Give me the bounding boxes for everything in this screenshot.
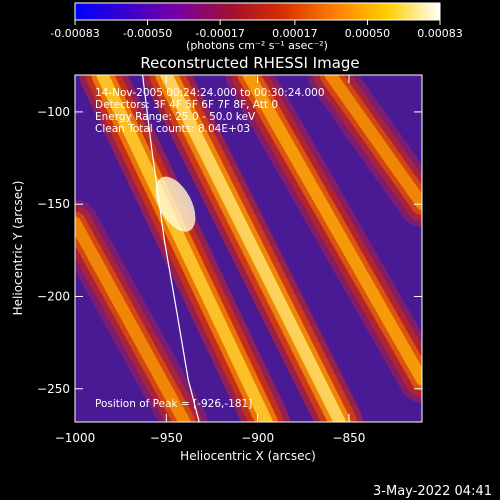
annotation-time-range: 14-Nov-2005 00:24:24.000 to 00:30:24.000 [95,87,325,99]
y-tick-label: −100 [37,105,70,119]
observation-annotations: 14-Nov-2005 00:24:24.000 to 00:30:24.000… [95,87,325,135]
colorbar-ticks: -0.00083 -0.00050 -0.00017 0.00017 0.00050 0.… [50,20,463,40]
plot-area: −1000 −950 −900 −850 −100 −150 −200 −250 [37,74,423,445]
colorbar: -0.00083 -0.00050 -0.00017 0.00017 0.00050 0.… [50,2,463,52]
y-tick-label: −250 [37,382,70,396]
heatmap-peak-core [155,176,196,232]
x-tick-label: −850 [332,431,365,445]
chart-title: Reconstructed RHESSI Image [140,54,359,72]
heatmap-stripe [96,75,273,422]
heatmap-stripe [324,75,422,211]
colorbar-tick-label: 0.00050 [345,27,391,40]
heatmap-stripe [160,75,346,422]
heatmap-image [75,75,422,422]
heatmap-stripe [242,75,422,386]
peak-position-label: Position of Peak = [-926,-181] [95,398,252,410]
y-axis-label: Heliocentric Y (arcsec) [11,181,25,316]
plot-frame [74,74,423,423]
y-tick-label: −200 [37,289,70,303]
colorbar-units-label: (photons cm⁻² s⁻¹ asec⁻²) [186,39,328,52]
annotation-energy-range: Energy Range: 25.0 - 50.0 keV [95,111,256,123]
x-tick-label: −950 [150,431,183,445]
annotation-detectors: Detectors: 3F 4F 5F 6F 7F 8F, Att 0 [95,99,278,111]
y-axis-ticks: −100 −150 −200 −250 [37,105,422,396]
colorbar-tick-label: -0.00017 [195,27,244,40]
colorbar-gradient [74,2,441,21]
colorbar-tick-label: 0.00017 [272,27,318,40]
x-axis-label: Heliocentric X (arcsec) [180,449,316,463]
colorbar-tick-label: -0.00083 [50,27,99,40]
x-axis-ticks: −1000 −950 −900 −850 [55,75,365,445]
solar-limb-curve [142,75,200,422]
annotation-clean-counts: Clean Total counts: 8.04E+03 [95,123,250,135]
heatmap-stripe [75,216,191,422]
colorbar-tick-label: -0.00050 [123,27,172,40]
y-tick-label: −150 [37,197,70,211]
x-tick-label: −900 [241,431,274,445]
footer-date: 3-May-2022 04:41 [373,484,492,499]
x-tick-label: −1000 [55,431,96,445]
colorbar-tick-label: 0.00083 [417,27,463,40]
